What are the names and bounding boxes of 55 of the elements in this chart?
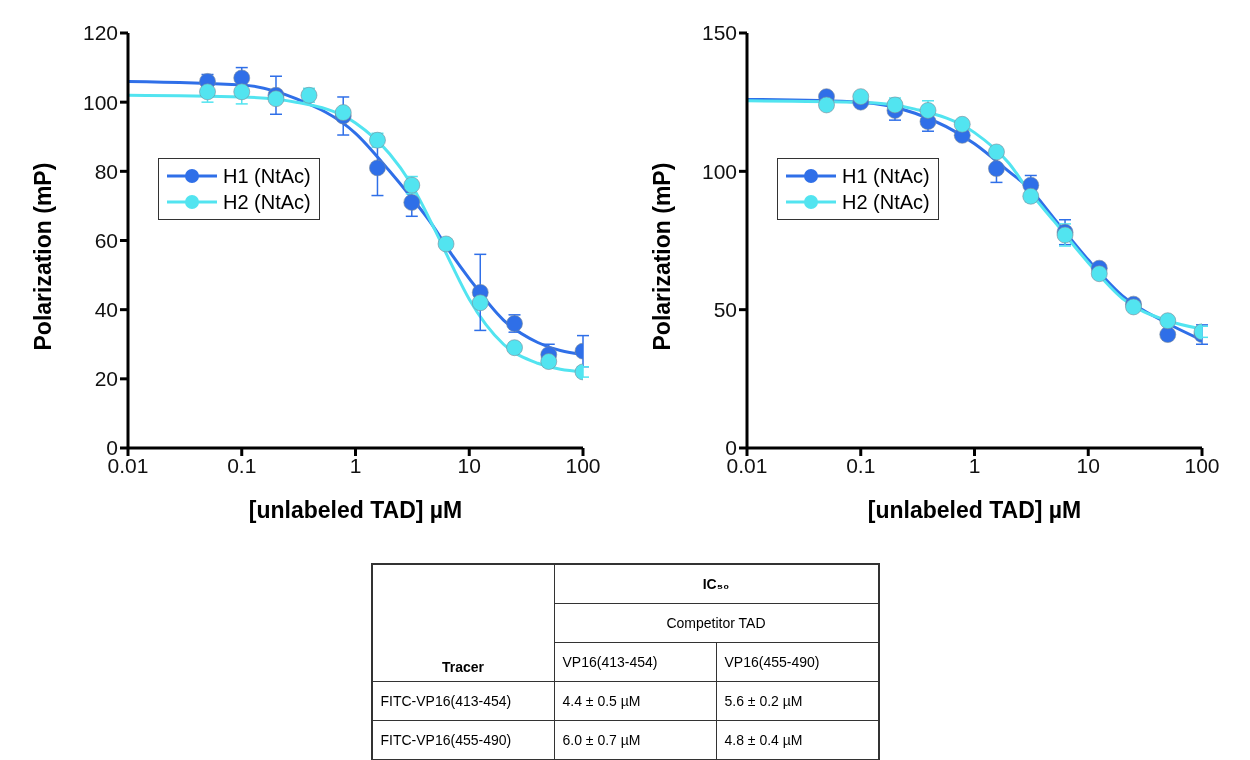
point: [540, 353, 558, 370]
point: [334, 104, 352, 121]
y-tick-label: 60: [94, 228, 118, 252]
y-axis-title: Polarization (mP): [649, 162, 676, 351]
point: [506, 339, 523, 357]
text: Competitor TAD: [666, 615, 766, 631]
point: [988, 143, 1005, 161]
legend-label: H1 (NtAc): [842, 164, 930, 189]
y-tick-label: 20: [94, 367, 118, 391]
x-tick-label: 1: [968, 453, 981, 477]
point: [1159, 326, 1177, 343]
point: [1159, 312, 1177, 330]
y-tick-label: 80: [94, 159, 118, 183]
x-tick-label: 0.1: [846, 453, 876, 477]
point: [369, 159, 386, 177]
legend-label: H2 (NtAc): [842, 190, 930, 215]
y-tick-label: 50: [713, 298, 737, 322]
y-tick-label: 0: [106, 436, 118, 460]
x-tick-label: 1: [349, 453, 362, 477]
y-tick-label: 40: [94, 298, 118, 322]
x-tick-label: 100: [565, 453, 601, 477]
y-tick-label: 100: [82, 90, 118, 114]
x-tick-label: 100: [1184, 453, 1220, 477]
y-tick-label: 0: [725, 436, 737, 460]
category-label: FITC-VP16(413-454): [380, 693, 512, 709]
y-tick-label: 100: [701, 159, 737, 183]
point: [818, 96, 835, 114]
point: [403, 194, 421, 211]
text: 5.6 ± 0.2 µM: [724, 693, 803, 709]
x-axis-title: [unlabeled TAD] µM: [867, 497, 1082, 523]
text: IC₅₀: [702, 576, 730, 592]
category-label: FITC-VP16(455-490): [380, 732, 512, 748]
point: [953, 116, 971, 133]
point: [233, 83, 251, 101]
y-axis-title: Polarization (mP): [30, 162, 57, 351]
x-tick-label: 0.1: [227, 453, 257, 477]
point: [471, 294, 489, 312]
y-tick-label: 120: [82, 21, 118, 45]
y-tick-label: 150: [701, 21, 737, 45]
category-label: VP16(455-490): [724, 654, 820, 670]
x-tick-label: 10: [1076, 453, 1100, 477]
category-label: VP16(413-454): [562, 654, 658, 670]
text: 4.8 ± 0.4 µM: [724, 732, 803, 748]
legend-label: H2 (NtAc): [223, 190, 311, 215]
point: [988, 160, 1005, 177]
point: [437, 235, 455, 253]
text: Tracer: [441, 659, 485, 675]
legend-label: H1 (NtAc): [223, 164, 311, 189]
point: [267, 90, 285, 108]
text: 4.4 ± 0.5 µM: [562, 693, 641, 709]
point: [852, 88, 870, 105]
point: [1090, 265, 1108, 282]
x-axis-title: [unlabeled TAD] µM: [248, 497, 463, 523]
x-tick-label: 10: [457, 453, 481, 477]
text: 6.0 ± 0.7 µM: [562, 732, 641, 748]
